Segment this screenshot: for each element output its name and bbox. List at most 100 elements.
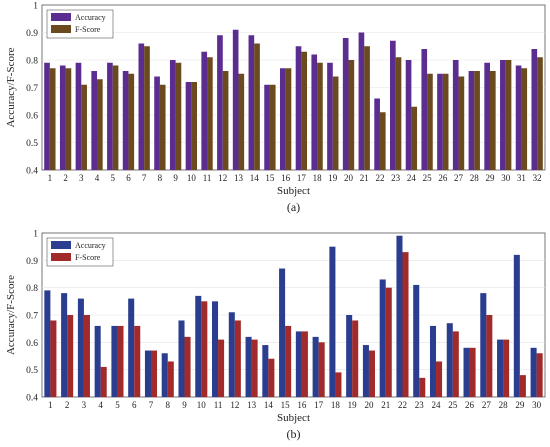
y-tick-label: 0.4 xyxy=(26,394,38,404)
x-tick-label: 4 xyxy=(95,173,100,183)
y-tick-label: 1 xyxy=(33,2,38,12)
bar-accuracy-subject-11 xyxy=(212,301,219,397)
y-tick-label: 0.9 xyxy=(26,257,38,267)
x-tick-label: 15 xyxy=(281,400,291,410)
bar-accuracy-subject-11 xyxy=(201,51,208,170)
bar-f-score-subject-21 xyxy=(385,287,392,397)
x-tick-label: 13 xyxy=(247,400,257,410)
x-axis-label: Subject xyxy=(277,412,310,424)
panel-label: (b) xyxy=(287,427,301,441)
bar-accuracy-subject-19 xyxy=(346,315,353,397)
bar-f-score-subject-29 xyxy=(489,71,496,170)
legend-swatch-accuracy xyxy=(51,13,71,21)
bar-f-score-subject-12 xyxy=(234,320,241,397)
x-tick-label: 11 xyxy=(214,400,223,410)
x-tick-label: 19 xyxy=(328,173,338,183)
bar-f-score-subject-22 xyxy=(402,252,409,397)
bar-accuracy-subject-5 xyxy=(107,62,113,170)
bar-accuracy-subject-22 xyxy=(396,235,403,397)
bar-f-score-subject-25 xyxy=(427,73,433,170)
bar-f-score-subject-6 xyxy=(128,73,135,170)
x-tick-label: 18 xyxy=(331,400,341,410)
x-tick-label: 30 xyxy=(532,400,542,410)
bar-accuracy-subject-24 xyxy=(405,60,412,170)
x-tick-label: 20 xyxy=(344,173,354,183)
x-tick-label: 28 xyxy=(499,400,509,410)
bar-accuracy-subject-3 xyxy=(75,62,82,170)
bar-f-score-subject-10 xyxy=(191,82,197,170)
bar-accuracy-subject-21 xyxy=(358,32,365,170)
bar-f-score-subject-1 xyxy=(50,320,57,397)
bar-accuracy-subject-9 xyxy=(178,320,185,397)
bar-f-score-subject-31 xyxy=(521,68,528,170)
legend-label-f-score: F-Score xyxy=(75,25,101,34)
x-tick-label: 1 xyxy=(48,400,53,410)
bar-f-score-subject-9 xyxy=(184,336,191,397)
bar-accuracy-subject-9 xyxy=(169,60,176,170)
bar-accuracy-subject-6 xyxy=(122,71,129,170)
x-tick-label: 25 xyxy=(448,400,458,410)
legend: Accuracy F-Score xyxy=(46,9,114,39)
bar-f-score-subject-2 xyxy=(67,315,74,397)
y-tick-label: 0.8 xyxy=(26,284,38,294)
bar-accuracy-subject-7 xyxy=(144,350,151,397)
x-tick-label: 14 xyxy=(250,173,260,183)
y-tick-label: 0.8 xyxy=(26,57,38,67)
x-tick-label: 17 xyxy=(297,173,307,183)
bar-f-score-subject-13 xyxy=(251,339,258,397)
legend-label-f-score: F-Score xyxy=(75,253,101,262)
x-tick-label: 16 xyxy=(281,173,291,183)
x-tick-label: 6 xyxy=(126,173,131,183)
x-tick-label: 28 xyxy=(470,173,480,183)
x-tick-label: 7 xyxy=(142,173,147,183)
bar-f-score-subject-17 xyxy=(301,51,308,170)
bar-f-score-subject-5 xyxy=(117,325,124,397)
y-tick-label: 0.6 xyxy=(26,339,38,349)
x-tick-label: 8 xyxy=(158,173,163,183)
bar-f-score-subject-8 xyxy=(167,361,174,397)
bar-f-score-subject-27 xyxy=(486,315,493,397)
bar-accuracy-subject-1 xyxy=(44,290,51,397)
x-tick-label: 24 xyxy=(432,400,442,410)
bar-f-score-subject-24 xyxy=(436,361,443,397)
x-tick-label: 32 xyxy=(533,173,542,183)
bar-accuracy-subject-30 xyxy=(530,347,537,397)
y-tick-label: 1 xyxy=(33,230,38,240)
x-tick-label: 3 xyxy=(82,400,87,410)
legend-label-accuracy: Accuracy xyxy=(75,241,106,250)
bar-f-score-subject-20 xyxy=(348,60,355,170)
bar-f-score-subject-26 xyxy=(469,347,476,397)
bar-accuracy-subject-5 xyxy=(111,325,118,397)
x-tick-label: 9 xyxy=(173,173,178,183)
bar-f-score-subject-30 xyxy=(536,353,543,397)
x-tick-label: 21 xyxy=(360,173,369,183)
bar-f-score-subject-2 xyxy=(65,68,72,170)
bar-f-score-subject-13 xyxy=(238,73,245,170)
bar-accuracy-subject-3 xyxy=(77,298,84,397)
x-tick-label: 15 xyxy=(265,173,275,183)
y-tick-label: 0.7 xyxy=(26,312,38,322)
bar-f-score-subject-25 xyxy=(452,331,459,397)
bar-accuracy-subject-31 xyxy=(515,65,522,170)
bar-f-score-subject-14 xyxy=(254,43,260,170)
x-tick-label: 14 xyxy=(264,400,274,410)
bar-f-score-subject-14 xyxy=(268,358,275,397)
x-tick-label: 4 xyxy=(98,400,103,410)
x-tick-label: 1 xyxy=(48,173,53,183)
bar-accuracy-subject-16 xyxy=(295,331,302,397)
bar-accuracy-subject-26 xyxy=(437,73,443,170)
bar-accuracy-subject-4 xyxy=(94,325,101,397)
x-tick-label: 24 xyxy=(407,173,417,183)
x-tick-label: 7 xyxy=(149,400,154,410)
bar-f-score-subject-19 xyxy=(352,320,359,397)
bar-accuracy-subject-29 xyxy=(513,254,520,397)
bar-f-score-subject-11 xyxy=(218,339,225,397)
bar-accuracy-subject-22 xyxy=(374,98,380,170)
bar-accuracy-subject-15 xyxy=(264,84,270,170)
bar-accuracy-subject-16 xyxy=(279,68,286,170)
bar-accuracy-subject-18 xyxy=(329,246,336,397)
bar-accuracy-subject-15 xyxy=(279,268,286,397)
bar-accuracy-subject-29 xyxy=(484,62,490,170)
x-tick-label: 19 xyxy=(348,400,358,410)
